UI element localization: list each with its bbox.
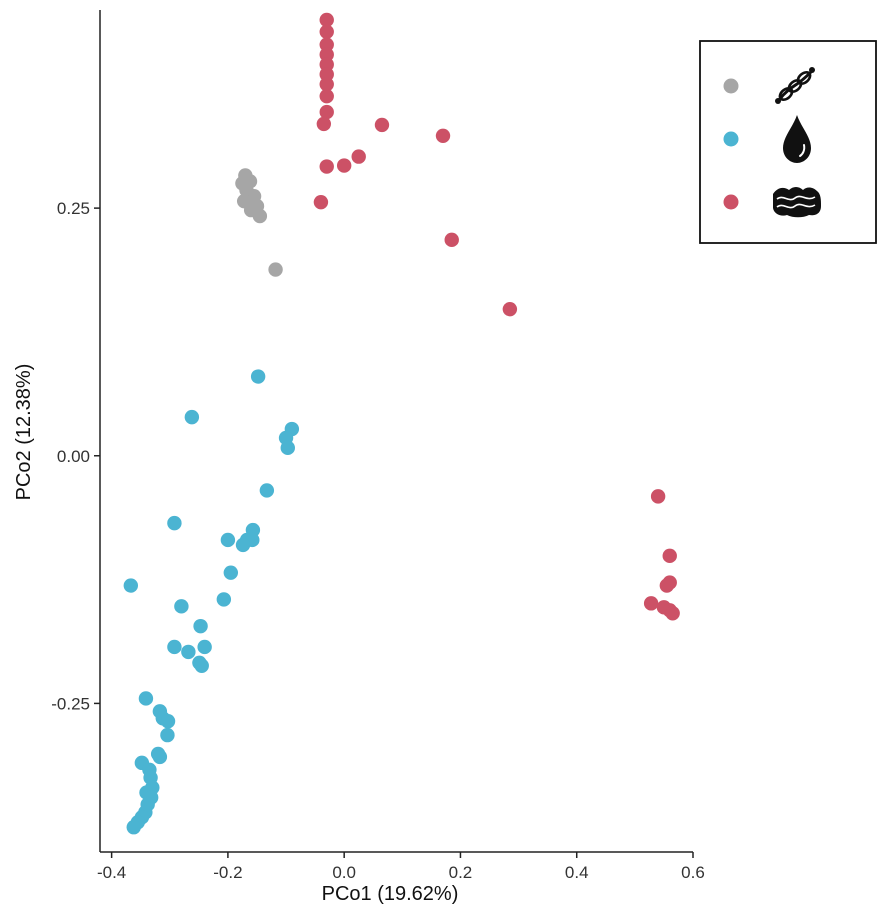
data-point-water-drop — [250, 369, 266, 384]
data-point-water-drop — [280, 440, 295, 456]
data-point-water-drop — [181, 644, 196, 660]
y-tick-label: 0.25 — [57, 199, 90, 218]
x-tick-label: -0.4 — [97, 863, 126, 882]
y-axis-title: PCo2 (12.38%) — [13, 364, 35, 501]
data-point-sediment — [374, 117, 390, 133]
data-point-water-drop — [220, 532, 236, 548]
data-point-sediment — [313, 194, 329, 210]
data-point-sediment — [650, 489, 666, 504]
data-point-water-drop — [193, 618, 208, 634]
data-point-sediment — [659, 578, 675, 593]
data-point-sediment — [662, 548, 677, 564]
data-point-sediment — [319, 57, 334, 72]
data-point-water-drop — [184, 409, 200, 425]
x-tick-label: 0.6 — [681, 863, 705, 882]
data-point-water-drop — [194, 658, 209, 673]
legend — [699, 40, 877, 244]
data-point-sediment — [319, 104, 334, 120]
data-point-sediment — [351, 149, 366, 164]
data-point-water-drop — [160, 714, 176, 729]
data-point-water-drop — [174, 599, 189, 614]
data-point-sediment — [665, 606, 680, 621]
data-point-sediment — [336, 158, 352, 173]
data-point-water-drop — [167, 639, 182, 655]
data-point-rope — [268, 262, 283, 277]
data-point-sediment — [319, 77, 334, 92]
data-point-water-drop — [160, 727, 175, 743]
x-axis-ticks: -0.4 -0.2 0.0 0.2 0.4 0.6 — [97, 852, 705, 882]
legend-swatch-rope — [723, 78, 739, 94]
data-point-water-drop — [197, 639, 212, 655]
data-point-sediment — [643, 596, 659, 611]
rope-icon — [775, 67, 815, 104]
y-axis-ticks: -0.25 0.00 0.25 — [51, 199, 100, 713]
data-point-sediment — [316, 116, 332, 132]
data-point-sediment — [319, 88, 334, 104]
data-point-rope — [252, 208, 268, 224]
data-point-sediment — [319, 47, 334, 62]
y-tick-label: -0.25 — [51, 694, 90, 713]
data-point-sediment — [319, 37, 334, 52]
x-tick-label: 0.2 — [449, 863, 473, 882]
data-point-sediment — [435, 128, 451, 144]
data-point-sediment — [319, 159, 334, 174]
data-point-sediment — [444, 232, 459, 248]
data-point-water-drop — [123, 578, 139, 593]
data-points — [123, 12, 680, 835]
legend-swatch-sediment — [723, 194, 739, 210]
data-point-water-drop — [235, 537, 251, 553]
data-point-sediment — [319, 12, 334, 28]
data-point-water-drop — [138, 691, 154, 706]
data-point-water-drop — [167, 515, 182, 531]
y-tick-label: 0.00 — [57, 447, 90, 466]
data-point-water-drop — [259, 483, 275, 498]
x-tick-label: 0.0 — [332, 863, 356, 882]
data-point-sediment — [502, 301, 518, 317]
x-tick-label: -0.2 — [213, 863, 242, 882]
data-point-water-drop — [223, 565, 239, 580]
data-point-water-drop — [152, 749, 168, 765]
water-drop-icon — [783, 115, 811, 163]
sediment-icon — [773, 187, 821, 218]
x-axis-title: PCo1 (19.62%) — [322, 883, 459, 905]
data-point-water-drop — [216, 592, 232, 607]
data-point-sediment — [319, 24, 334, 39]
data-point-sediment — [319, 67, 334, 82]
data-point-water-drop — [126, 820, 141, 835]
legend-swatch-water — [723, 131, 739, 147]
x-tick-label: 0.4 — [565, 863, 589, 882]
